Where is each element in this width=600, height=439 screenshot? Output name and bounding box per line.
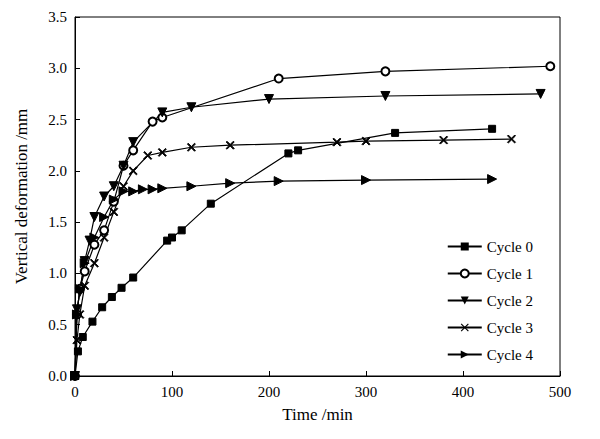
svg-text:0.0: 0.0 [48,368,67,384]
svg-text:400: 400 [452,384,475,400]
svg-text:Vertical deformation /mm: Vertical deformation /mm [12,109,31,285]
svg-text:Cycle 1: Cycle 1 [487,266,533,282]
svg-text:2.5: 2.5 [48,112,67,128]
svg-text:1.0: 1.0 [48,265,67,281]
svg-text:0: 0 [71,384,79,400]
svg-text:100: 100 [161,384,184,400]
svg-text:300: 300 [355,384,378,400]
svg-text:Cycle 2: Cycle 2 [487,293,533,309]
svg-text:Cycle 4: Cycle 4 [487,347,534,363]
svg-text:200: 200 [258,384,281,400]
svg-text:Time /min: Time /min [282,405,353,424]
svg-text:500: 500 [549,384,572,400]
svg-text:Cycle 0: Cycle 0 [487,239,533,255]
svg-text:0.5: 0.5 [48,317,67,333]
svg-text:2.0: 2.0 [48,163,67,179]
svg-text:3.5: 3.5 [48,9,67,25]
svg-text:3.0: 3.0 [48,60,67,76]
svg-text:Cycle 3: Cycle 3 [487,320,533,336]
svg-text:1.5: 1.5 [48,214,67,230]
